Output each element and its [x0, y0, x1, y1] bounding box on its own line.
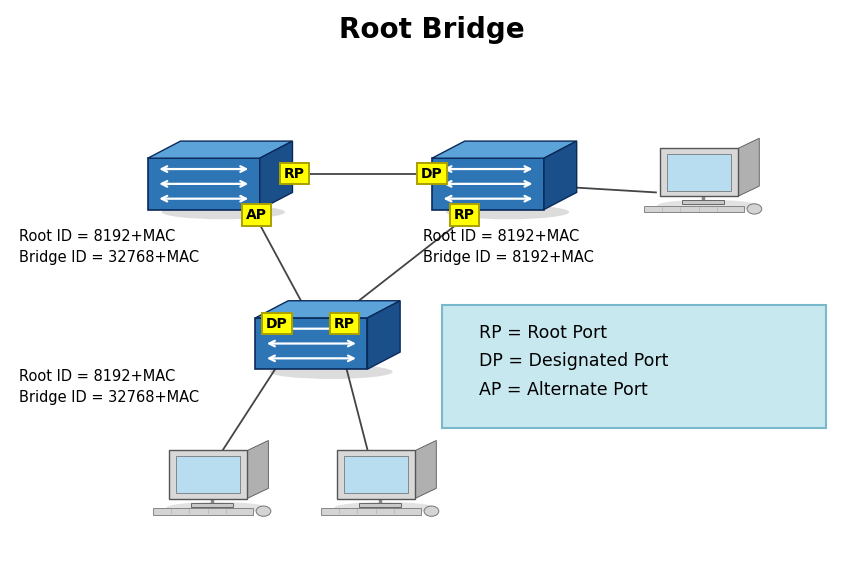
Text: DP: DP	[266, 316, 288, 331]
Polygon shape	[432, 158, 544, 210]
Text: AP: AP	[246, 208, 267, 222]
Text: Root Bridge: Root Bridge	[340, 15, 524, 44]
Polygon shape	[544, 141, 576, 210]
Polygon shape	[148, 141, 293, 158]
Ellipse shape	[270, 364, 392, 379]
Polygon shape	[367, 301, 400, 369]
Polygon shape	[256, 301, 400, 318]
Text: RP: RP	[283, 167, 305, 180]
Text: Root ID = 8192+MAC
Bridge ID = 32768+MAC: Root ID = 8192+MAC Bridge ID = 32768+MAC	[19, 369, 199, 405]
FancyBboxPatch shape	[191, 503, 233, 507]
Polygon shape	[738, 138, 759, 197]
Ellipse shape	[256, 506, 271, 516]
FancyBboxPatch shape	[667, 154, 731, 191]
FancyBboxPatch shape	[337, 450, 415, 499]
Polygon shape	[247, 441, 269, 499]
FancyBboxPatch shape	[442, 305, 827, 428]
Ellipse shape	[658, 200, 758, 211]
FancyBboxPatch shape	[344, 457, 408, 493]
FancyBboxPatch shape	[321, 508, 422, 515]
Text: RP: RP	[334, 316, 354, 331]
FancyBboxPatch shape	[153, 508, 253, 515]
Text: RP: RP	[454, 208, 475, 222]
Ellipse shape	[747, 204, 762, 214]
Polygon shape	[260, 141, 293, 210]
Polygon shape	[256, 318, 367, 369]
Text: Root ID = 8192+MAC
Bridge ID = 8192+MAC: Root ID = 8192+MAC Bridge ID = 8192+MAC	[423, 229, 594, 265]
Text: RP = Root Port
DP = Designated Port
AP = Alternate Port: RP = Root Port DP = Designated Port AP =…	[480, 324, 669, 399]
FancyBboxPatch shape	[176, 457, 240, 493]
Ellipse shape	[446, 205, 569, 219]
FancyBboxPatch shape	[660, 148, 738, 197]
Polygon shape	[415, 441, 436, 499]
FancyBboxPatch shape	[644, 206, 744, 213]
FancyBboxPatch shape	[682, 201, 724, 205]
Polygon shape	[148, 158, 260, 210]
Polygon shape	[432, 141, 576, 158]
FancyBboxPatch shape	[169, 450, 247, 499]
Ellipse shape	[424, 506, 439, 516]
Text: DP: DP	[421, 167, 443, 180]
Text: Root ID = 8192+MAC
Bridge ID = 32768+MAC: Root ID = 8192+MAC Bridge ID = 32768+MAC	[19, 229, 199, 265]
Ellipse shape	[166, 502, 267, 513]
Ellipse shape	[162, 205, 285, 219]
Ellipse shape	[334, 502, 435, 513]
FancyBboxPatch shape	[359, 503, 401, 507]
